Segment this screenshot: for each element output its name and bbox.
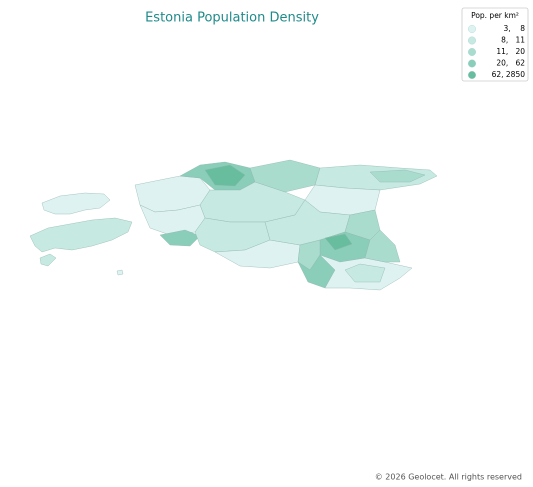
legend-label: 62, 2850 — [492, 70, 526, 79]
region — [344, 263, 386, 283]
legend: Pop. per km² 3, 8 8, 11 11, 20 20, 62 62, 28… — [461, 7, 529, 82]
legend-swatch — [468, 25, 476, 33]
legend-swatch — [468, 36, 476, 45]
region — [204, 164, 246, 187]
legend-label: 20, 62 — [496, 59, 525, 68]
island — [39, 253, 57, 267]
island — [41, 192, 111, 215]
legend-swatch — [468, 59, 476, 68]
legend-label: 8, 11 — [501, 36, 525, 45]
map-title: Estonia Population Density — [145, 11, 319, 26]
region — [159, 229, 201, 247]
legend-title: Pop. per km² — [471, 11, 519, 20]
legend-label: 11, 20 — [496, 47, 525, 56]
copyright: © 2026 Geolocet. All rights reserved — [375, 473, 522, 482]
region — [364, 229, 401, 263]
legend-box — [461, 7, 529, 82]
island — [29, 217, 133, 253]
region — [369, 169, 426, 183]
island — [116, 269, 124, 276]
legend-label: 3, 8 — [504, 24, 526, 33]
region — [324, 233, 353, 251]
legend-swatch — [468, 71, 476, 79]
legend-swatch — [468, 48, 476, 56]
map — [29, 159, 438, 291]
